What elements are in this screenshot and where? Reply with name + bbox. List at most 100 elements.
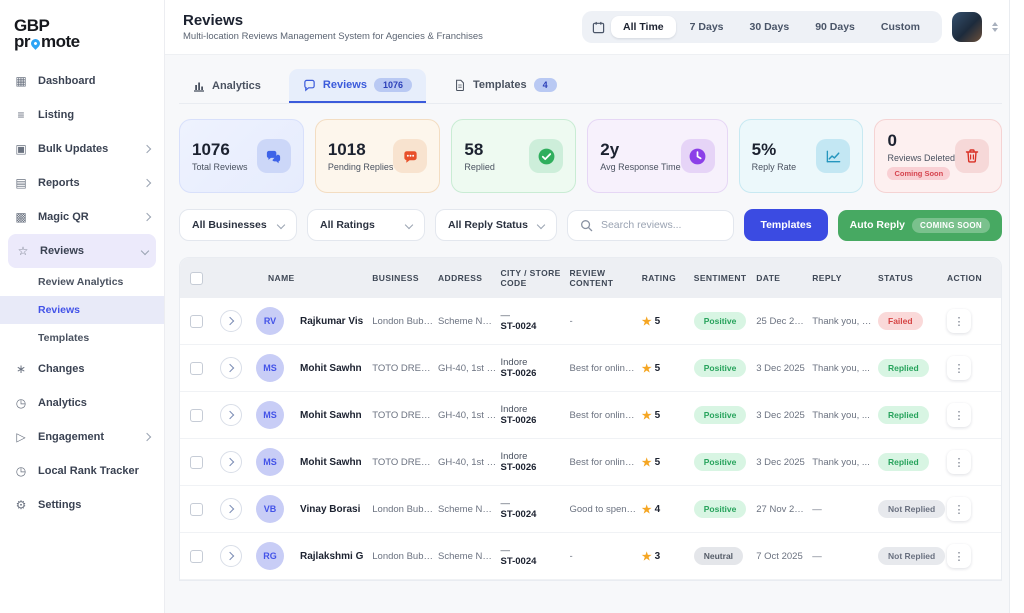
- review-date: 3 Dec 2025: [756, 456, 805, 468]
- sidebar-item-reviews[interactable]: ☆ Reviews: [8, 234, 156, 269]
- tab-reviews[interactable]: Reviews 1076: [288, 69, 426, 103]
- time-filter-custom[interactable]: Custom: [880, 21, 920, 33]
- col-business: BUSINESS: [372, 273, 419, 283]
- table-row[interactable]: MS Mohit Sawhn TOTO DREAM ... GH-40, 1st…: [180, 345, 1001, 392]
- row-checkbox[interactable]: [190, 455, 203, 469]
- reviews-table: NAME BUSINESS ADDRESS CITY / STORE CODE …: [179, 257, 1002, 581]
- row-actions-menu-button[interactable]: ⋮: [947, 356, 971, 380]
- auto-reply-label: Auto Reply: [849, 219, 906, 231]
- dashboard-icon: ▦: [15, 74, 27, 89]
- bar-chart-icon: [193, 80, 205, 92]
- store-code: ST-0024: [500, 321, 537, 332]
- review-date: 3 Dec 2025: [756, 409, 805, 421]
- expand-row-button[interactable]: [220, 451, 242, 473]
- all-businesses-dropdown[interactable]: All Businesses: [179, 209, 297, 241]
- table-row[interactable]: RG Rajlakshmi G London Bubble... Scheme …: [180, 533, 1001, 580]
- sidebar-item-magic-qr[interactable]: ▩ Magic QR: [0, 200, 164, 234]
- stat-card-total-reviews: 1076 Total Reviews: [179, 119, 304, 193]
- expand-row-button[interactable]: [220, 545, 242, 567]
- clock-icon: ◷: [15, 464, 27, 479]
- avatar: VB: [256, 495, 284, 523]
- row-actions-menu-button[interactable]: ⋮: [947, 450, 971, 474]
- search-input[interactable]: [600, 219, 722, 231]
- expand-row-button[interactable]: [220, 404, 242, 426]
- time-filter-30-days[interactable]: 30 Days: [749, 21, 790, 33]
- review-content: -: [569, 550, 573, 562]
- sidebar-subitem-review-analytics[interactable]: Review Analytics: [0, 268, 164, 296]
- tab-templates[interactable]: Templates 4: [440, 69, 571, 103]
- sidebar-item-dashboard[interactable]: ▦ Dashboard: [0, 64, 164, 98]
- table-row[interactable]: RV Rajkumar Vis London Bubble... Scheme …: [180, 298, 1001, 345]
- col-reply: REPLY: [812, 273, 842, 283]
- expand-row-button[interactable]: [220, 498, 242, 520]
- listing-icon: ≡: [17, 108, 25, 123]
- business-name: TOTO DREAM ...: [372, 456, 434, 468]
- account-selector-carets-icon[interactable]: [992, 22, 998, 32]
- sidebar-subitem-templates[interactable]: Templates: [0, 324, 164, 352]
- rating-value: 4: [654, 503, 661, 515]
- sidebar-item-local-rank-tracker[interactable]: ◷ Local Rank Tracker: [0, 454, 164, 488]
- sidebar-item-engagement[interactable]: ▷ Engagement: [0, 420, 164, 454]
- city: Indore: [500, 451, 528, 462]
- stat-value: 2y: [600, 140, 620, 159]
- auto-reply-button[interactable]: Auto Reply COMING SOON: [837, 209, 1002, 241]
- row-actions-menu-button[interactable]: ⋮: [947, 309, 971, 333]
- sidebar-item-changes[interactable]: ∗ Changes: [0, 352, 164, 386]
- tab-analytics[interactable]: Analytics: [179, 71, 275, 103]
- table-row[interactable]: MS Mohit Sawhn TOTO DREAM ... GH-40, 1st…: [180, 439, 1001, 486]
- select-all-checkbox[interactable]: [190, 271, 203, 285]
- templates-button[interactable]: Templates: [744, 209, 828, 241]
- stat-value: 1076: [192, 140, 230, 159]
- reply-preview: —: [812, 550, 822, 562]
- sidebar-item-label: Analytics: [38, 397, 87, 410]
- chevron-down-icon: [404, 220, 414, 230]
- sidebar-item-listing[interactable]: ≡ Listing: [0, 98, 164, 132]
- sidebar-item-settings[interactable]: ⚙ Settings: [0, 488, 164, 522]
- col-action: ACTION: [947, 273, 982, 283]
- sidebar-item-label: Local Rank Tracker: [38, 465, 139, 478]
- row-actions-menu-button[interactable]: ⋮: [947, 544, 971, 568]
- reviewer-name: Mohit Sawhn: [300, 362, 362, 374]
- star-icon: ★: [641, 503, 652, 516]
- row-checkbox[interactable]: [190, 549, 203, 563]
- sidebar-item-analytics[interactable]: ◷ Analytics: [0, 386, 164, 420]
- time-filter-90-days[interactable]: 90 Days: [815, 21, 855, 33]
- reviewer-name: Rajkumar Vis: [300, 315, 364, 327]
- reply-preview: —: [812, 503, 822, 515]
- sidebar-subitem-reviews[interactable]: Reviews: [0, 296, 164, 325]
- tab-count-badge: 4: [533, 78, 557, 92]
- all-reply-status-dropdown[interactable]: All Reply Status: [435, 209, 557, 241]
- star-icon: ★: [641, 362, 652, 375]
- expand-row-button[interactable]: [220, 357, 242, 379]
- city: —: [500, 498, 511, 509]
- time-filter-7-days[interactable]: 7 Days: [689, 21, 724, 33]
- all-ratings-dropdown[interactable]: All Ratings: [307, 209, 425, 241]
- row-checkbox[interactable]: [190, 408, 203, 422]
- scrollbar-gutter[interactable]: [1009, 0, 1024, 613]
- table-row[interactable]: VB Vinay Borasi London Bubble... Scheme …: [180, 486, 1001, 533]
- sidebar-item-bulk-updates[interactable]: ▣ Bulk Updates: [0, 132, 164, 166]
- stat-card-pending-replies: 1018 Pending Replies: [314, 119, 441, 193]
- review-content: Good to spend ...: [569, 503, 638, 515]
- business-name: London Bubble...: [372, 503, 434, 515]
- row-checkbox[interactable]: [190, 502, 203, 516]
- chevron-right-icon: [142, 179, 152, 188]
- reply-preview: Thank you, ...: [812, 409, 870, 421]
- store-code: ST-0026: [500, 368, 537, 379]
- row-actions-menu-button[interactable]: ⋮: [947, 403, 971, 427]
- city: —: [500, 545, 511, 556]
- sidebar-item-label: Magic QR: [38, 211, 89, 224]
- row-actions-menu-button[interactable]: ⋮: [947, 497, 971, 521]
- sidebar-item-reports[interactable]: ▤ Reports: [0, 166, 164, 200]
- time-filter-all-time[interactable]: All Time: [610, 16, 676, 38]
- rating: ★ 5: [642, 362, 690, 375]
- table-row[interactable]: MS Mohit Sawhn TOTO DREAM ... GH-40, 1st…: [180, 392, 1001, 439]
- city-store-code: — ST-0024: [501, 310, 566, 332]
- user-avatar[interactable]: [952, 12, 982, 42]
- row-checkbox[interactable]: [190, 314, 203, 328]
- stat-label: Total Reviews: [192, 162, 248, 172]
- rating-value: 5: [654, 456, 661, 468]
- business-name: TOTO DREAM ...: [372, 362, 434, 374]
- expand-row-button[interactable]: [220, 310, 242, 332]
- row-checkbox[interactable]: [190, 361, 203, 375]
